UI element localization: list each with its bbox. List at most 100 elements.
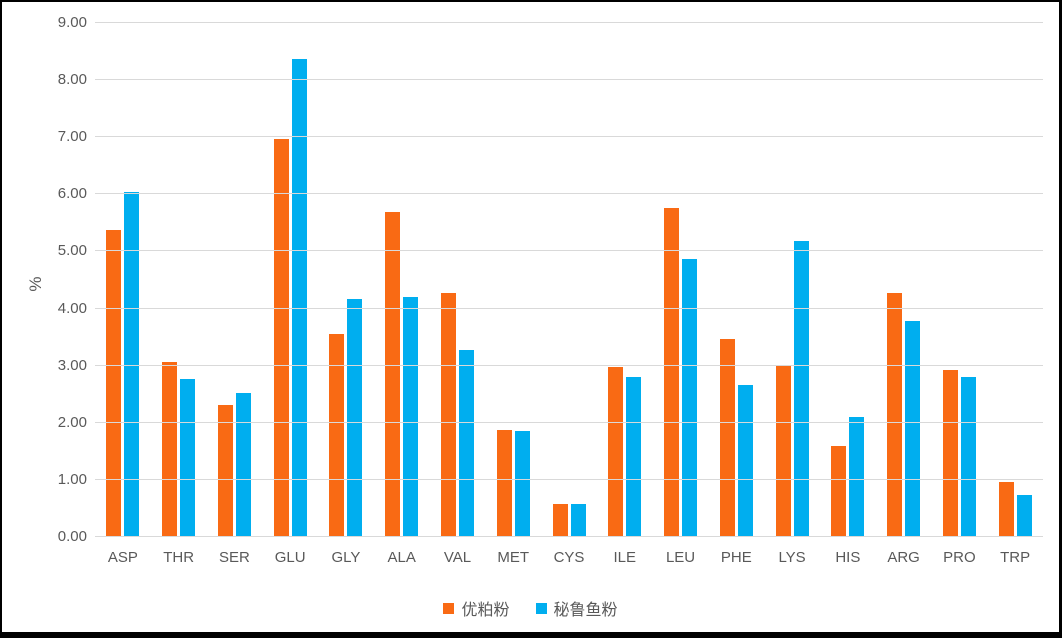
gridline [95,193,1043,195]
x-tick-label-gly: GLY [331,549,361,566]
bar-group-ile [597,23,653,537]
x-tick-label-glu: GLU [274,549,306,566]
bar-group-lys [764,23,820,537]
bar-秘鲁鱼粉-leu [682,258,698,537]
bar-group-thr [151,23,207,537]
bar-秘鲁鱼粉-lys [793,241,809,537]
bar-groups [95,23,1043,537]
y-tick-label: 0.00 [57,528,87,545]
x-tick-label-val: VAL [443,549,472,566]
legend-item: 优粕粉 [443,596,510,620]
bar-秘鲁鱼粉-cys [570,504,586,537]
bar-优粕粉-his [831,446,847,537]
bar-group-cys [541,23,597,537]
bar-秘鲁鱼粉-val [458,350,474,537]
bar-秘鲁鱼粉-ser [235,392,251,537]
bar-优粕粉-phe [719,338,735,537]
bar-优粕粉-lys [775,364,791,537]
y-tick-label: 3.00 [57,356,87,374]
x-tick-label-his: HIS [835,549,861,566]
x-tick-label-ile: ILE [613,549,637,566]
bar-秘鲁鱼粉-phe [737,385,753,537]
bar-group-gly [318,23,374,537]
bar-秘鲁鱼粉-trp [1016,495,1032,537]
y-tick-label: 5.00 [57,242,87,260]
x-tick-label-lys: LYS [778,549,806,566]
gridline [95,250,1043,252]
y-axis: 0.00 1.00 2.00 3.00 4.00 5.00 6.00 7.00 8.00 9.00 [2,2,87,632]
bar-秘鲁鱼粉-pro [960,377,976,537]
bar-优粕粉-cys [552,503,568,537]
x-tick-label-ala: ALA [387,549,416,566]
bar-优粕粉-pro [942,370,958,537]
gridline [95,421,1043,423]
x-tick-label-cys: CYS [553,549,585,566]
x-tick-label-pro: PRO [943,549,976,566]
x-tick-label-arg: ARG [887,549,920,566]
bar-group-asp [95,23,151,537]
bar-优粕粉-gly [329,333,345,537]
bar-优粕粉-ala [385,212,401,537]
bar-优粕粉-met [496,430,512,537]
y-tick-label: 6.00 [57,185,87,203]
bar-优粕粉-val [440,293,456,537]
bar-秘鲁鱼粉-gly [347,299,363,537]
bar-group-ala [374,23,430,537]
bar-group-his [820,23,876,537]
bar-秘鲁鱼粉-asp [124,192,140,537]
plot-area [95,22,1043,537]
bar-group-phe [708,23,764,537]
gridline [95,364,1043,366]
bar-group-leu [653,23,709,537]
x-tick-label-phe: PHE [720,549,752,566]
x-tick-label-asp: ASP [107,549,138,566]
legend-label: 秘鲁鱼粉 [553,602,618,619]
bar-group-pro [931,23,987,537]
bar-秘鲁鱼粉-thr [180,379,196,537]
bar-group-met [485,23,541,537]
gridline [95,136,1043,138]
bar-优粕粉-thr [162,362,178,537]
bar-秘鲁鱼粉-arg [905,320,921,537]
gridline [95,307,1043,309]
bar-group-arg [876,23,932,537]
y-tick-label: 4.00 [57,299,87,317]
legend: 优粕粉 秘鲁鱼粉 [2,596,1059,620]
bar-优粕粉-ser [217,404,233,537]
x-axis: ASP THR SER GLU GLY ALA VAL MET CYS ILE LEU PHE LYS H… [95,549,1043,566]
gridline [95,22,1043,23]
legend-label: 优粕粉 [461,602,510,619]
legend-marker-icon [535,602,547,614]
gridline [95,478,1043,480]
legend-marker-icon [443,602,455,614]
bar-秘鲁鱼粉-ile [626,377,642,537]
gridline [95,536,1043,537]
bar-优粕粉-ile [608,366,624,537]
bar-优粕粉-arg [887,293,903,537]
bar-group-ser [207,23,263,537]
y-tick-label: 8.00 [57,71,87,89]
bar-秘鲁鱼粉-met [514,431,530,537]
x-tick-label-ser: SER [218,549,250,566]
bar-优粕粉-asp [106,229,122,537]
bar-group-glu [262,23,318,537]
bar-优粕粉-leu [664,208,680,537]
x-tick-label-met: MET [497,549,530,566]
x-tick-label-trp: TRP [1000,549,1031,566]
y-tick-label: 7.00 [57,128,87,146]
bar-group-trp [987,23,1043,537]
gridline [95,79,1043,81]
bar-优粕粉-glu [273,138,289,537]
bar-group-val [430,23,486,537]
bar-秘鲁鱼粉-glu [291,58,307,537]
bar-秘鲁鱼粉-his [849,416,865,537]
x-tick-label-thr: THR [163,549,195,566]
x-tick-label-leu: LEU [665,549,696,566]
y-tick-label: 9.00 [57,14,87,31]
legend-item: 秘鲁鱼粉 [535,596,618,620]
y-tick-label: 2.00 [57,413,87,431]
bar-优粕粉-trp [998,481,1014,537]
bar-秘鲁鱼粉-ala [403,296,419,537]
y-tick-label: 1.00 [57,470,87,488]
